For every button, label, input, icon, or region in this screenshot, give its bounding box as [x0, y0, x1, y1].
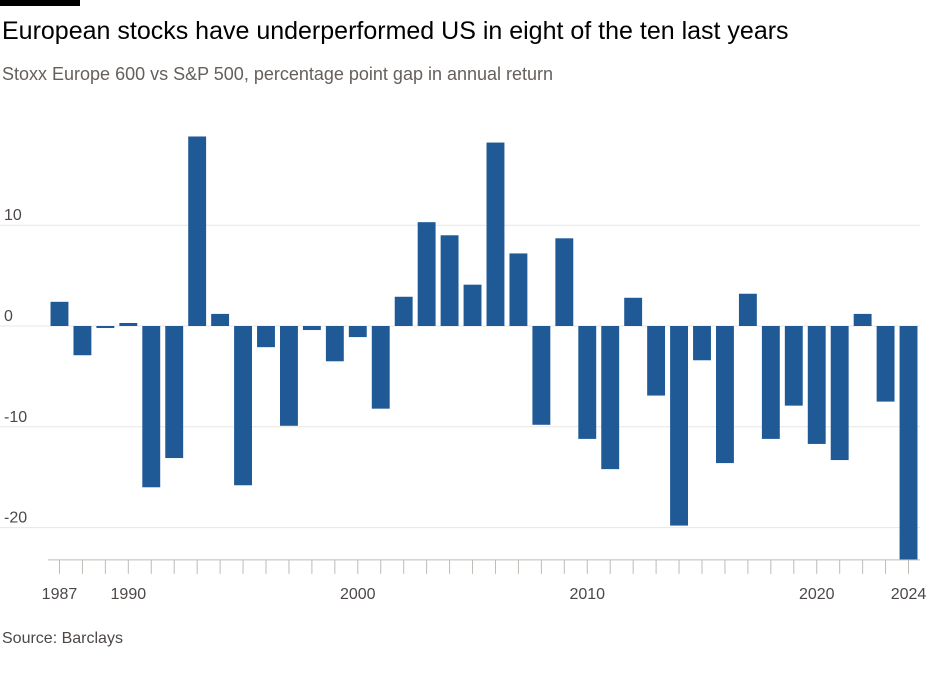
x-tick-label: 2010	[569, 586, 605, 603]
bar-2020	[807, 326, 826, 444]
grid-lines	[0, 224, 920, 529]
x-tick-label: 1990	[111, 586, 147, 603]
bar-2017	[738, 293, 757, 326]
bar-2002	[394, 296, 413, 326]
bar-2013	[647, 326, 666, 396]
bar-2000	[348, 326, 367, 338]
bar-2010	[578, 326, 597, 439]
brand-bar	[0, 0, 80, 6]
bar-2019	[784, 326, 803, 406]
bar-1994	[211, 313, 230, 326]
bar-2001	[371, 326, 390, 409]
bar-2014	[670, 326, 689, 526]
bar-2024	[899, 326, 918, 560]
y-tick-label: -10	[4, 409, 27, 426]
bar-2022	[853, 313, 872, 326]
bar-1990	[119, 322, 138, 326]
bar-1988	[73, 326, 92, 356]
source-note: Source: Barclays	[2, 630, 123, 647]
bar-2012	[624, 297, 643, 326]
bar-2018	[761, 326, 780, 439]
bar-2006	[486, 142, 505, 326]
bar-1987	[50, 301, 69, 326]
bar-2023	[876, 326, 895, 402]
bar-1998	[302, 326, 321, 331]
bar-2016	[715, 326, 734, 464]
bar-1993	[188, 136, 207, 326]
bar-1995	[234, 326, 253, 486]
x-axis: 1987 1990 2000 2010 2020 2024	[42, 559, 927, 603]
bar-2007	[509, 253, 528, 326]
bar-2008	[532, 326, 551, 425]
chart-subtitle: Stoxx Europe 600 vs S&P 500, percentage …	[2, 64, 554, 84]
bar-1996	[257, 326, 275, 348]
x-tick-label: 2024	[891, 586, 927, 603]
bar-2011	[601, 326, 620, 470]
bar-1997	[279, 326, 298, 426]
y-tick-label: -20	[4, 510, 27, 527]
bar-1999	[325, 326, 344, 362]
bar-2004	[440, 235, 459, 326]
bar-series	[50, 136, 918, 560]
y-axis: 10 0 -10 -20	[4, 207, 27, 526]
y-tick-label: 0	[4, 308, 13, 325]
x-tick-label: 2000	[340, 586, 376, 603]
x-tick-label: 2020	[799, 586, 835, 603]
x-tick-label: 1987	[42, 586, 78, 603]
bar-1992	[165, 326, 184, 459]
bar-2015	[693, 326, 711, 361]
y-tick-label: 10	[4, 207, 22, 224]
bar-2005	[463, 284, 482, 326]
bar-1991	[142, 326, 161, 488]
bar-2021	[830, 326, 849, 461]
bar-1989	[96, 326, 115, 329]
bar-2009	[555, 238, 574, 326]
chart-title: European stocks have underperformed US i…	[2, 17, 789, 45]
bar-2003	[417, 222, 436, 326]
